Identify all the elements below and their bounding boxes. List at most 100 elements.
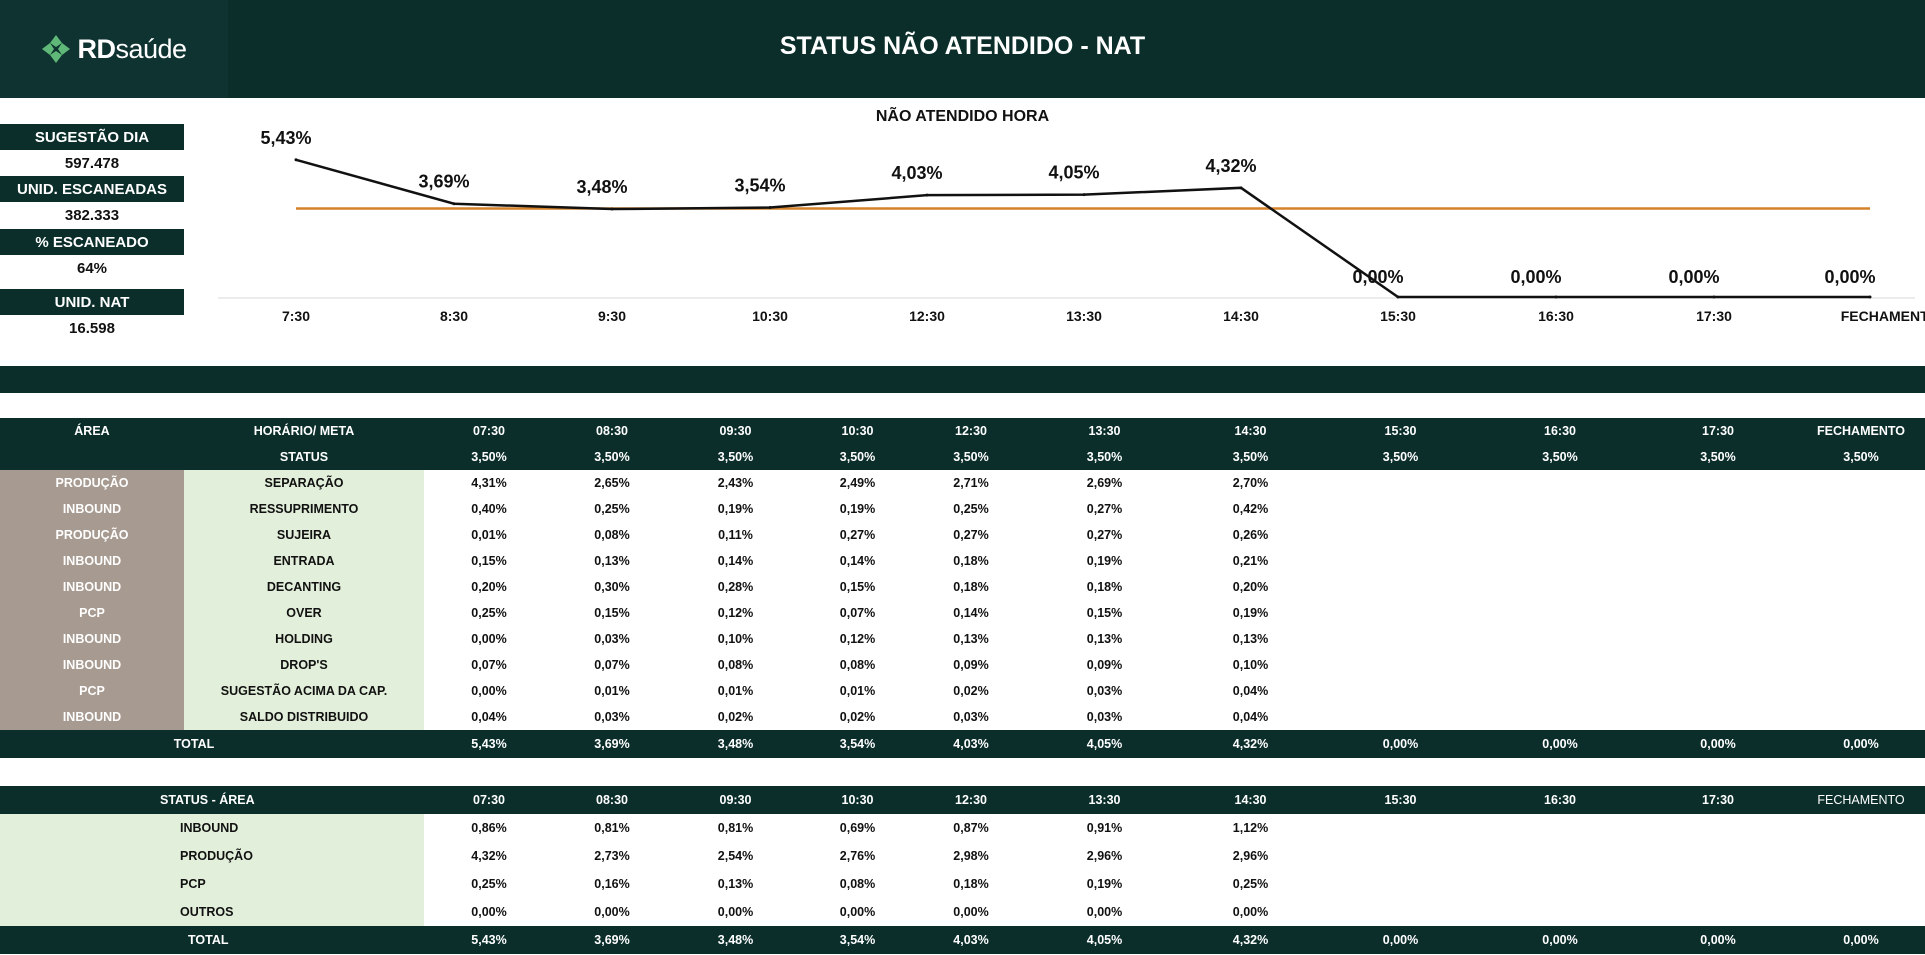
logo-primary: RD <box>77 33 116 64</box>
table-row: INBOUND SALDO DISTRIBUIDO 0,04% 0,03% 0,02% 0… <box>0 704 1925 730</box>
value-cell <box>1481 548 1639 574</box>
total-cell: 0,00% <box>1797 730 1925 758</box>
header-cell: 09:30 <box>670 786 801 814</box>
data-label: 0,00% <box>1510 267 1561 287</box>
value-cell: 2,54% <box>670 842 801 870</box>
status-cell: SALDO DISTRIBUIDO <box>184 704 424 730</box>
table-row: INBOUND RESSUPRIMENTO 0,40% 0,25% 0,19% 0,19%… <box>0 496 1925 522</box>
value-cell: 0,07% <box>424 652 554 678</box>
x-tick-label: 8:30 <box>440 308 468 324</box>
area-cell: PRODUÇÃO <box>0 470 184 496</box>
table-total-row: TOTAL 5,43% 3,69% 3,48% 3,54% 4,03% 4,05% 4,32%… <box>0 730 1925 758</box>
header-cell: 16:30 <box>1481 786 1639 814</box>
header-cell: STATUS - ÁREA <box>0 786 424 814</box>
meta-cell: 3,50% <box>914 444 1028 470</box>
value-cell: 2,69% <box>1028 470 1181 496</box>
value-cell <box>1797 496 1925 522</box>
total-cell: 4,05% <box>1028 926 1181 954</box>
table-row: INBOUND 0,86% 0,81% 0,81% 0,69% 0,87% 0,91% 1,1… <box>0 814 1925 842</box>
logo-secondary: saúde <box>115 33 187 64</box>
value-cell <box>1481 574 1639 600</box>
value-cell <box>1320 470 1481 496</box>
header-bar: RDsaúde STATUS NÃO ATENDIDO - NAT <box>0 0 1925 98</box>
value-cell <box>1481 678 1639 704</box>
table-row: PCP OVER 0,25% 0,15% 0,12% 0,07% 0,14% 0,15% 0,1… <box>0 600 1925 626</box>
data-point <box>1082 193 1086 197</box>
value-cell <box>1797 678 1925 704</box>
meta-cell: 3,50% <box>1797 444 1925 470</box>
value-cell: 0,18% <box>914 870 1028 898</box>
value-cell: 0,10% <box>670 626 801 652</box>
value-cell <box>1639 678 1797 704</box>
table-row: INBOUND DROP'S 0,07% 0,07% 0,08% 0,08% 0,09% 0,… <box>0 652 1925 678</box>
header-cell: 08:30 <box>554 418 670 444</box>
header-cell: 15:30 <box>1320 418 1481 444</box>
header-cell: 13:30 <box>1028 786 1181 814</box>
value-cell: 0,14% <box>801 548 914 574</box>
data-label: 3,54% <box>734 176 785 196</box>
total-cell: 3,69% <box>554 926 670 954</box>
area-cell: INBOUND <box>0 496 184 522</box>
value-cell: 2,96% <box>1028 842 1181 870</box>
value-cell: 0,03% <box>914 704 1028 730</box>
kpi-label-escaneado: % ESCANEADO <box>0 229 184 255</box>
value-cell: 0,19% <box>1028 548 1181 574</box>
area-cell: INBOUND <box>0 626 184 652</box>
header-cell: FECHAMENTO <box>1797 786 1925 814</box>
header-cell: ÁREA <box>0 418 184 444</box>
value-cell <box>1639 600 1797 626</box>
status-cell: HOLDING <box>184 626 424 652</box>
value-cell: 2,76% <box>801 842 914 870</box>
value-cell: 0,00% <box>424 626 554 652</box>
status-cell: SUJEIRA <box>184 522 424 548</box>
nat-hour-chart: NÃO ATENDIDO HORA 5,43% 3,69% 3,48% 3,54% 4,… <box>190 100 1925 340</box>
table-row: PRODUÇÃO SUJEIRA 0,01% 0,08% 0,11% 0,27% 0,27%… <box>0 522 1925 548</box>
value-cell <box>1481 626 1639 652</box>
header-cell: 12:30 <box>914 418 1028 444</box>
value-cell <box>1320 600 1481 626</box>
value-cell: 1,12% <box>1181 814 1320 842</box>
value-cell: 0,18% <box>1028 574 1181 600</box>
value-cell <box>1797 814 1925 842</box>
header-cell: 14:30 <box>1181 418 1320 444</box>
value-cell: 0,15% <box>1028 600 1181 626</box>
value-cell <box>1320 626 1481 652</box>
total-cell: 4,03% <box>914 730 1028 758</box>
logo-text: RDsaúde <box>77 33 187 65</box>
value-cell: 0,20% <box>424 574 554 600</box>
value-cell: 0,21% <box>1181 548 1320 574</box>
value-cell: 0,19% <box>801 496 914 522</box>
data-point <box>294 158 298 162</box>
value-cell <box>1320 574 1481 600</box>
total-cell: 3,54% <box>801 926 914 954</box>
value-cell: 2,96% <box>1181 842 1320 870</box>
total-cell: 5,43% <box>424 926 554 954</box>
x-tick-label: 17:30 <box>1696 308 1732 324</box>
kpi-label-sugestao-dia: SUGESTÃO DIA <box>0 124 184 150</box>
total-cell: 3,69% <box>554 730 670 758</box>
table-row: INBOUND ENTRADA 0,15% 0,13% 0,14% 0,14% 0,18% 0… <box>0 548 1925 574</box>
value-cell <box>1639 814 1797 842</box>
status-cell: SUGESTÃO ACIMA DA CAP. <box>184 678 424 704</box>
table-header-row: STATUS - ÁREA 07:30 08:30 09:30 10:30 12:30 13… <box>0 786 1925 814</box>
value-cell: 0,27% <box>1028 496 1181 522</box>
header-cell: FECHAMENTO <box>1797 418 1925 444</box>
value-cell <box>1797 870 1925 898</box>
rd-logo-icon <box>42 35 71 63</box>
value-cell <box>1481 522 1639 548</box>
rd-saude-logo: RDsaúde <box>41 33 187 65</box>
separator-band <box>0 366 1925 393</box>
value-cell: 2,70% <box>1181 470 1320 496</box>
kpi-value-sugestao-dia: 597.478 <box>64 154 120 172</box>
logo-container: RDsaúde <box>0 0 228 98</box>
table-total-row: TOTAL 5,43% 3,69% 3,48% 3,54% 4,03% 4,05% 4,32%… <box>0 926 1925 954</box>
table-header-row: ÁREA HORÁRIO/ META 07:30 08:30 09:30 10:30 12:… <box>0 418 1925 444</box>
header-cell: 13:30 <box>1028 418 1181 444</box>
status-cell: ENTRADA <box>184 548 424 574</box>
header-cell: 17:30 <box>1639 786 1797 814</box>
kpi-value-escaneado: 64% <box>76 259 108 277</box>
header-cell: 15:30 <box>1320 786 1481 814</box>
value-cell <box>1320 652 1481 678</box>
value-cell <box>1639 574 1797 600</box>
value-cell: 0,30% <box>554 574 670 600</box>
